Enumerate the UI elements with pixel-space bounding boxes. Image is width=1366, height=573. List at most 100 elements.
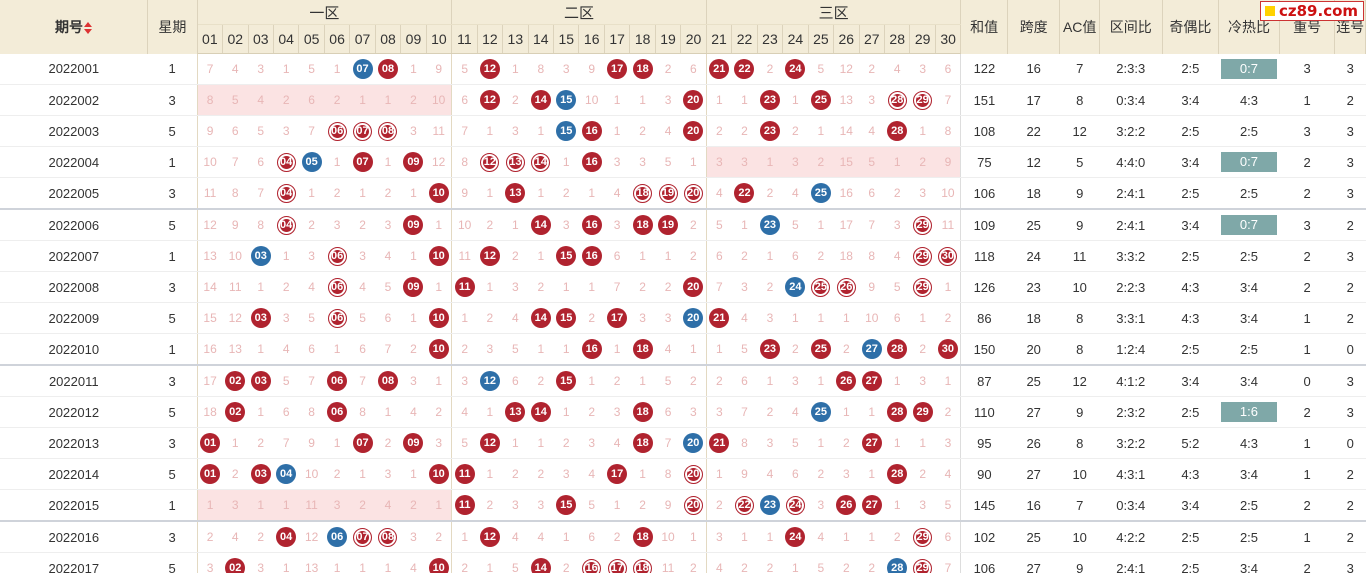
site-logo[interactable]: cz89.com <box>1260 1 1364 21</box>
drawn-ball-red: 11 <box>454 277 475 297</box>
number-cell-drawn: 06 <box>324 520 350 553</box>
stat-consecutive: 3 <box>1334 240 1366 272</box>
number-cell-drawn: 07 <box>349 146 376 178</box>
stat-consecutive: 2 <box>1334 458 1366 490</box>
omission-count: 7 <box>273 427 299 459</box>
stat-repeat: 3 <box>1279 53 1335 85</box>
stat-consecutive: 3 <box>1334 364 1366 397</box>
drawn-ball-red: 03 <box>250 371 271 391</box>
number-cell-drawn: 21 <box>705 302 732 334</box>
drawn-ball-red: 02 <box>225 402 246 422</box>
drawn-ball-red: 17 <box>607 464 628 484</box>
omission-count: 6 <box>578 520 605 553</box>
drawn-ball-blue: 07 <box>352 59 373 79</box>
number-cell-drawn: 28 <box>884 552 910 573</box>
omission-count: 1 <box>426 208 452 241</box>
omission-count: 1 <box>477 458 503 490</box>
drawn-ball-red: 30 <box>938 246 958 266</box>
omission-count: 1 <box>629 364 656 397</box>
number-header-13: 13 <box>502 24 529 54</box>
omission-count: 1 <box>731 84 758 116</box>
omission-count: 2 <box>375 177 401 210</box>
number-cell-drawn: 18 <box>629 520 656 553</box>
stat-consecutive: 0 <box>1334 333 1366 366</box>
omission-count: 1 <box>400 53 427 85</box>
week-cell: 1 <box>147 333 198 366</box>
number-cell-drawn: 06 <box>324 271 350 303</box>
omission-count: 1 <box>655 240 681 272</box>
omission-count: 5 <box>451 53 478 85</box>
omission-count: 10 <box>426 84 452 116</box>
omission-count: 4 <box>273 333 299 366</box>
stat-span: 27 <box>1007 396 1060 428</box>
number-cell-drawn: 20 <box>680 427 707 459</box>
drawn-ball-red: 14 <box>530 402 551 422</box>
drawn-ball-red: 30 <box>937 339 958 359</box>
number-cell-drawn: 06 <box>324 364 350 397</box>
stat-odd-even: 3:4 <box>1162 84 1219 116</box>
number-cell-drawn: 08 <box>375 520 401 553</box>
drawn-ball-red: 04 <box>276 152 296 172</box>
omission-count: 3 <box>909 489 936 522</box>
drawn-ball-red: 19 <box>658 215 679 235</box>
table-row: 2022014 5 01 2 03 04 10 2 1 3 1 10 11 1 2 2 3 4 17 1 8 20 1 9 4 6… <box>0 458 1366 490</box>
number-header-08: 08 <box>375 24 402 54</box>
omission-count: 7 <box>859 208 885 241</box>
omission-count: 1 <box>451 520 478 553</box>
omission-count: 3 <box>629 146 656 178</box>
omission-count: 1 <box>349 552 376 573</box>
drawn-ball-red: 25 <box>810 90 831 110</box>
omission-count: 13 <box>298 552 325 573</box>
omission-count: 1 <box>578 271 605 303</box>
omission-count: 6 <box>782 240 809 272</box>
col-header-period[interactable]: 期号 <box>0 0 149 54</box>
omission-count: 2 <box>680 240 707 272</box>
stat-zone-ratio: 3:2:2 <box>1099 115 1163 147</box>
stat-consecutive: 2 <box>1334 84 1366 116</box>
number-cell-drawn: 10 <box>426 240 452 272</box>
omission-count: 1 <box>273 552 299 573</box>
number-cell-drawn: 28 <box>884 396 910 428</box>
omission-count: 2 <box>935 396 961 428</box>
omission-count: 1 <box>324 427 350 459</box>
omission-count: 9 <box>859 271 885 303</box>
stat-ac: 7 <box>1059 53 1100 85</box>
omission-count: 1 <box>502 427 529 459</box>
omission-count: 2 <box>705 489 732 522</box>
omission-count: 1 <box>808 208 834 241</box>
sort-icon[interactable] <box>84 22 93 35</box>
omission-count: 1 <box>248 271 274 303</box>
omission-count: 9 <box>731 458 758 490</box>
table-row: 2022010 1 16 13 1 4 6 1 6 7 2 10 2 3 5 1 1 16 1 18 4 1 1 5 23 2 25… <box>0 333 1366 366</box>
drawn-ball-red: 29 <box>913 90 933 110</box>
omission-count: 7 <box>655 427 681 459</box>
omission-count: 3 <box>655 84 681 116</box>
number-cell-drawn: 16 <box>578 240 605 272</box>
omission-count: 1 <box>349 84 376 116</box>
drawn-ball-red: 27 <box>861 495 882 515</box>
drawn-ball-red: 29 <box>913 246 933 266</box>
stat-span: 25 <box>1007 364 1060 397</box>
omission-count: 1 <box>324 53 350 85</box>
omission-count: 5 <box>248 115 274 147</box>
omission-count: 1 <box>757 520 783 553</box>
drawn-ball-red: 16 <box>581 121 602 141</box>
number-header-10: 10 <box>426 24 453 54</box>
omission-count: 1 <box>248 489 274 522</box>
drawn-ball-red: 26 <box>836 371 857 391</box>
omission-count: 2 <box>833 552 860 573</box>
number-cell-drawn: 20 <box>680 271 707 303</box>
omission-count: 13 <box>222 333 248 366</box>
omission-count: 1 <box>757 240 783 272</box>
omission-count: 1 <box>375 84 401 116</box>
stat-repeat: 1 <box>1279 520 1335 553</box>
drawn-ball-red: 20 <box>683 277 704 297</box>
number-cell-drawn: 04 <box>273 208 299 241</box>
omission-count: 2 <box>757 177 783 210</box>
stat-odd-even: 3:4 <box>1162 208 1219 241</box>
number-header-02: 02 <box>222 24 249 54</box>
number-cell-drawn: 15 <box>553 84 579 116</box>
drawn-ball-blue: 03 <box>250 246 271 266</box>
number-cell-drawn: 20 <box>680 458 707 490</box>
